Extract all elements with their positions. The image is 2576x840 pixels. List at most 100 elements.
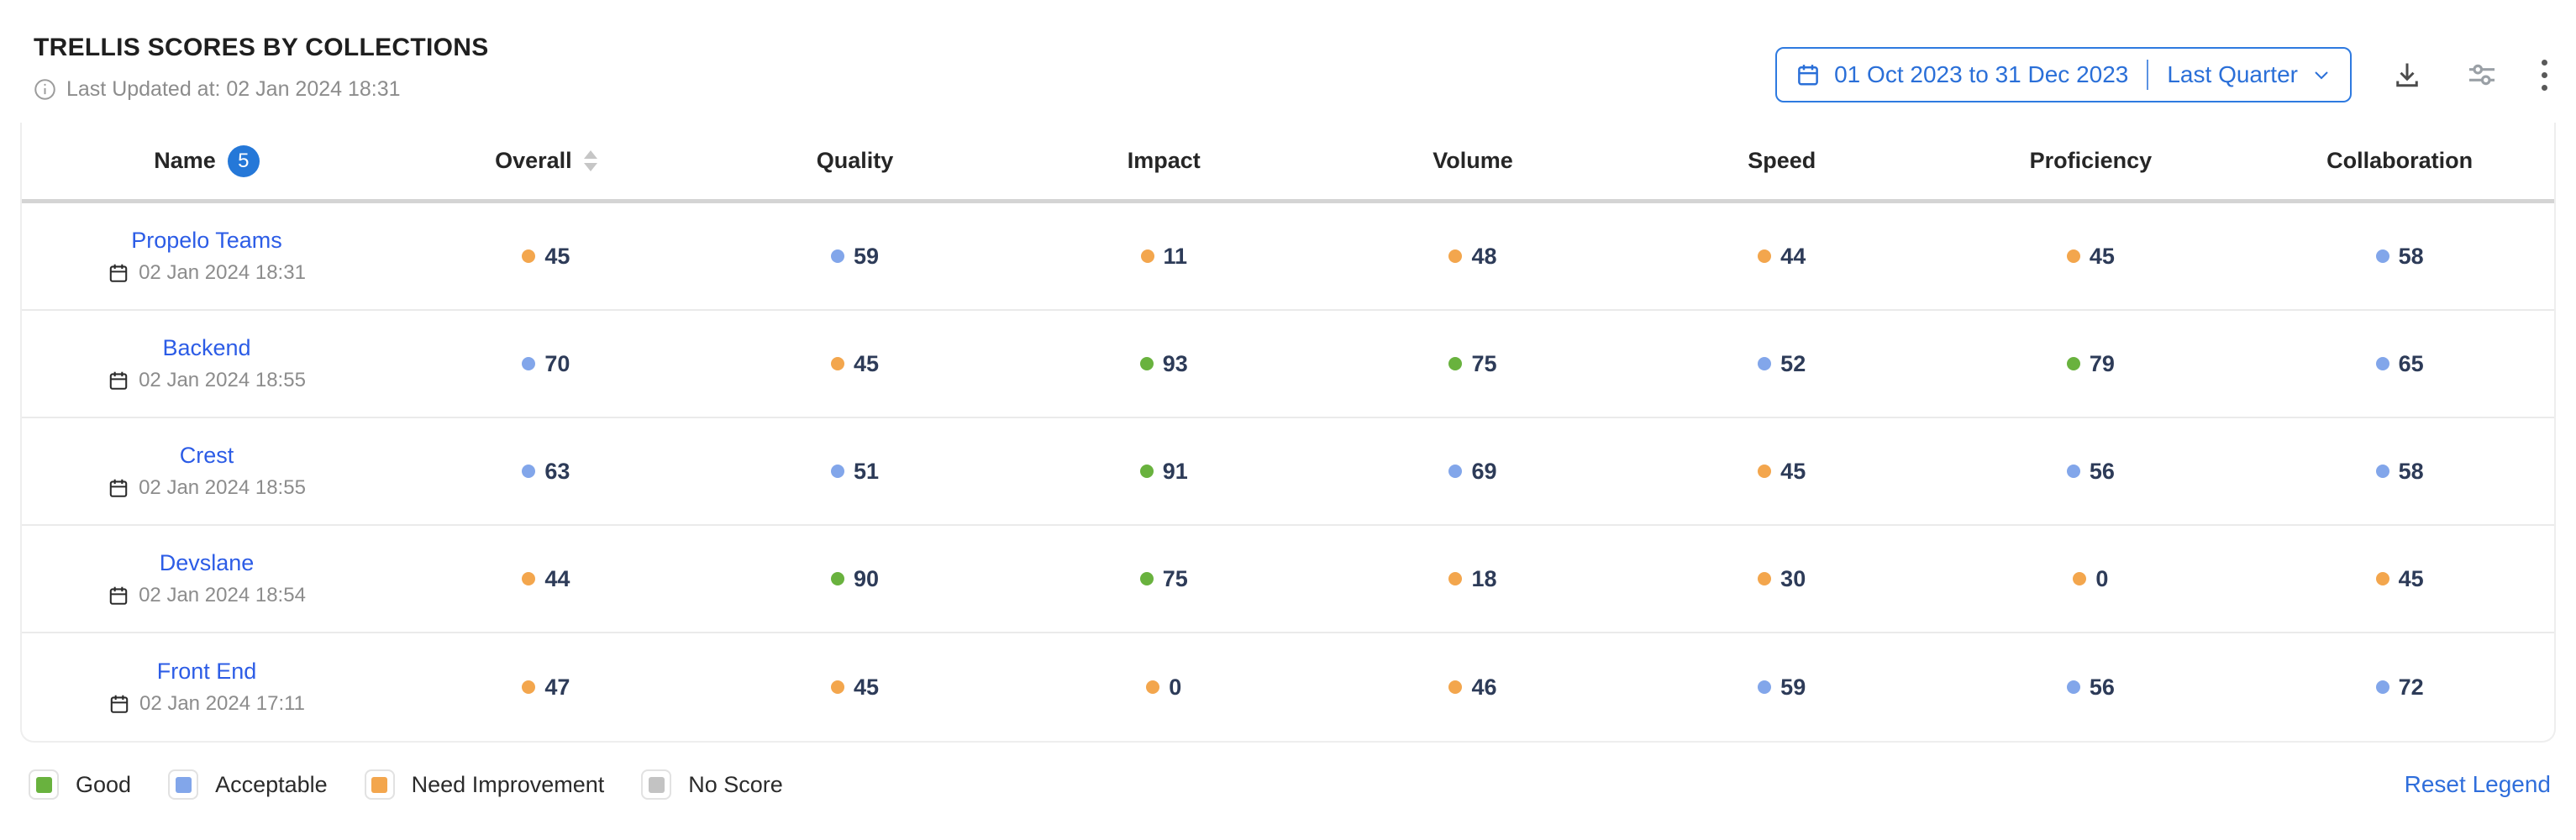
column-header-impact: Impact [1009, 148, 1318, 174]
score-cell: 65 [2245, 351, 2554, 377]
calendar-icon [108, 370, 129, 391]
last-updated-text: Last Updated at: 02 Jan 2024 18:31 [66, 77, 401, 101]
score-cell: 45 [701, 675, 1010, 701]
score-cell: 44 [1627, 244, 1937, 270]
score-cell: 58 [2245, 459, 2554, 485]
row-updated-text: 02 Jan 2024 18:54 [139, 584, 306, 606]
score-cell: 51 [701, 459, 1010, 485]
score-cell: 59 [701, 244, 1010, 270]
score-status-dot [1448, 249, 1463, 263]
score-status-dot [2375, 572, 2389, 585]
score-value: 79 [2089, 350, 2115, 376]
widget-settings-button[interactable] [2463, 55, 2501, 94]
score-value: 18 [1471, 565, 1497, 591]
collection-link[interactable]: Devslane [159, 550, 255, 575]
legend-chip [168, 769, 199, 800]
calendar-icon [108, 262, 129, 284]
score-status-dot [1758, 465, 1772, 478]
sliders-icon [2466, 59, 2498, 91]
legend-swatch [175, 776, 192, 793]
score-cell: 93 [1009, 351, 1318, 377]
collection-link[interactable]: Backend [162, 335, 251, 360]
calendar-icon [1795, 62, 1821, 87]
legend-label: Acceptable [215, 771, 328, 797]
name-cell: Front End 02 Jan 2024 17:11 [22, 659, 392, 716]
score-cell: 56 [1937, 675, 2246, 701]
score-cell: 59 [1627, 675, 1937, 701]
score-status-dot [1448, 465, 1463, 478]
reset-legend-link[interactable]: Reset Legend [2404, 771, 2551, 797]
score-cell: 90 [701, 566, 1010, 592]
score-value: 69 [1471, 458, 1497, 484]
collection-link[interactable]: Crest [179, 443, 234, 468]
score-value: 45 [854, 350, 880, 376]
score-value: 58 [2398, 243, 2424, 269]
score-status-dot [1139, 357, 1154, 370]
download-button[interactable] [2389, 56, 2426, 93]
score-value: 59 [854, 243, 880, 269]
legend-items: Good Acceptable Need Improvement No Scor… [29, 769, 783, 800]
column-header-label: Overall [495, 148, 572, 173]
legend-item[interactable]: No Score [641, 769, 783, 800]
score-cell: 30 [1627, 566, 1937, 592]
row-updated-text: 02 Jan 2024 17:11 [139, 692, 306, 715]
score-status-dot [831, 680, 845, 694]
row-updated-text: 02 Jan 2024 18:31 [139, 261, 306, 284]
score-value: 56 [2089, 458, 2115, 484]
score-cell: 79 [1937, 351, 2246, 377]
sort-icon[interactable] [583, 150, 597, 171]
widget-title: TRELLIS SCORES BY COLLECTIONS [34, 34, 489, 61]
score-status-dot [1448, 572, 1463, 585]
divider [2147, 60, 2149, 90]
collection-link[interactable]: Front End [156, 659, 257, 684]
collection-link[interactable]: Propelo Teams [131, 228, 282, 253]
score-status-dot [2073, 572, 2087, 585]
score-cell: 75 [1318, 351, 1627, 377]
score-value: 65 [2398, 350, 2424, 376]
score-value: 0 [2095, 565, 2109, 591]
score-status-dot [522, 572, 536, 585]
name-cell: Backend 02 Jan 2024 18:55 [22, 335, 392, 392]
row-updated-text: 02 Jan 2024 18:55 [139, 369, 306, 391]
legend-label: Need Improvement [411, 771, 605, 797]
info-icon[interactable] [34, 78, 56, 101]
score-status-dot [1146, 680, 1160, 694]
score-value: 51 [854, 458, 880, 484]
score-cell: 18 [1318, 566, 1627, 592]
legend-swatch [371, 776, 388, 793]
column-header-overall[interactable]: Overall [392, 148, 701, 174]
score-status-dot [831, 249, 845, 263]
column-header-label: Speed [1748, 148, 1816, 173]
calendar-icon [108, 693, 130, 715]
score-status-dot [831, 465, 845, 478]
score-value: 75 [1471, 350, 1497, 376]
score-status-dot [522, 680, 536, 694]
score-value: 0 [1169, 674, 1182, 700]
legend-item[interactable]: Good [29, 769, 131, 800]
score-value: 70 [544, 350, 570, 376]
column-header-label: Impact [1127, 148, 1201, 173]
name-cell: Devslane 02 Jan 2024 18:54 [22, 550, 392, 607]
score-status-dot [1758, 572, 1772, 585]
scores-table: Name 5 Overall Quality Impact Volume Speed Prof… [20, 123, 2556, 743]
column-header-label: Name [154, 148, 216, 173]
score-value: 59 [1780, 674, 1806, 700]
table-row: Crest 02 Jan 2024 18:55 63 51 91 [22, 418, 2554, 526]
score-cell: 11 [1009, 244, 1318, 270]
legend-label: Good [76, 771, 132, 797]
score-cell: 45 [1627, 459, 1937, 485]
score-value: 45 [1780, 458, 1806, 484]
score-cell: 0 [1937, 566, 2246, 592]
score-value: 56 [2089, 674, 2115, 700]
score-value: 63 [544, 458, 570, 484]
column-header-proficiency: Proficiency [1937, 148, 2246, 174]
legend-item[interactable]: Acceptable [168, 769, 328, 800]
legend-item[interactable]: Need Improvement [364, 769, 605, 800]
score-value: 11 [1163, 243, 1188, 269]
more-options-button[interactable] [2538, 56, 2551, 94]
calendar-icon [108, 477, 129, 499]
score-value: 45 [544, 243, 570, 269]
date-range-picker[interactable]: 01 Oct 2023 to 31 Dec 2023 Last Quarter [1775, 47, 2352, 102]
legend-chip [29, 769, 59, 800]
row-updated-line: 02 Jan 2024 17:11 [108, 692, 305, 716]
